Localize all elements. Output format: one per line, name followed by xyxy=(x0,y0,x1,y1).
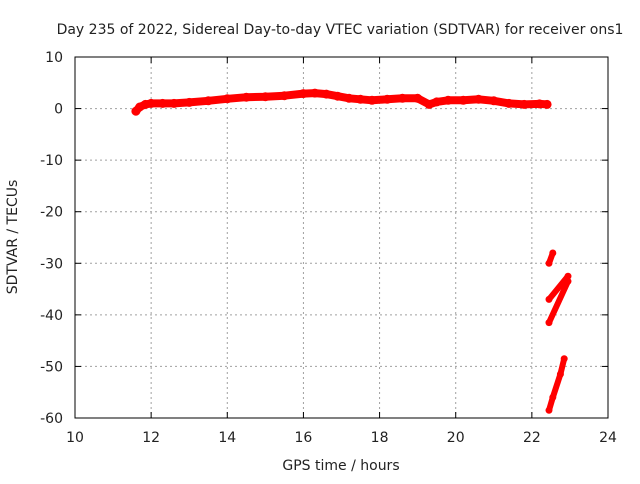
y-axis-label: SDTVAR / TECUs xyxy=(5,180,21,295)
data-point xyxy=(545,406,553,414)
x-tick-label: 10 xyxy=(66,430,84,446)
data-point xyxy=(519,99,529,109)
data-point xyxy=(203,96,213,106)
data-point xyxy=(549,249,557,257)
series-4 xyxy=(545,277,572,327)
data-point xyxy=(382,94,392,104)
data-point xyxy=(458,95,468,105)
y-tick-label: 10 xyxy=(45,50,63,66)
data-point xyxy=(158,98,168,108)
series-5 xyxy=(545,355,568,414)
data-point xyxy=(424,99,434,109)
data-point xyxy=(504,98,514,108)
data-point xyxy=(333,91,343,101)
data-point xyxy=(564,277,572,285)
data-point xyxy=(535,99,544,109)
data-point xyxy=(321,89,331,99)
y-tick-label: -50 xyxy=(40,359,63,375)
plot-frame xyxy=(74,56,609,419)
data-point xyxy=(489,96,499,106)
grid xyxy=(75,57,608,418)
data-point xyxy=(356,94,365,104)
data-point xyxy=(298,89,308,99)
x-tick-label: 14 xyxy=(218,430,236,446)
y-tick-label: -20 xyxy=(40,205,63,221)
chart-title: Day 235 of 2022, Sidereal Day-to-day VTE… xyxy=(57,22,624,38)
y-tick-label: -30 xyxy=(40,256,63,272)
data-point xyxy=(241,92,251,102)
x-tick-label: 22 xyxy=(523,430,541,446)
data-point xyxy=(545,319,553,327)
data-point xyxy=(260,92,270,102)
data-point xyxy=(344,93,354,103)
x-tick-label: 12 xyxy=(142,430,160,446)
y-tick-label: -60 xyxy=(40,411,63,427)
ticks: 10 12 14 16 18 20 22 24 10 0 -10 -20 -30 -40 -50 -60 xyxy=(40,50,617,446)
data-point xyxy=(146,98,156,108)
x-tick-label: 18 xyxy=(371,430,389,446)
data-point xyxy=(432,97,442,107)
x-axis-label: GPS time / hours xyxy=(282,458,399,474)
data-point xyxy=(545,259,553,267)
data-point xyxy=(184,97,194,107)
data-point xyxy=(222,94,232,104)
y-tick-label: -10 xyxy=(40,153,63,169)
data-point xyxy=(542,99,552,109)
data-point xyxy=(560,355,568,363)
data-point xyxy=(310,88,320,98)
series-line xyxy=(546,278,571,326)
series-1 xyxy=(131,88,552,116)
x-tick-label: 24 xyxy=(599,430,617,446)
series-2 xyxy=(545,249,557,267)
data-point xyxy=(474,94,484,104)
x-tick-label: 20 xyxy=(447,430,465,446)
data-point xyxy=(169,98,179,108)
y-tick-label: -40 xyxy=(40,308,63,324)
data-layer xyxy=(131,88,572,414)
data-point xyxy=(564,272,572,280)
data-point xyxy=(367,95,377,105)
y-tick-label: 0 xyxy=(54,102,63,118)
data-point xyxy=(397,93,407,103)
data-point xyxy=(545,295,553,303)
data-point xyxy=(556,370,564,378)
data-point xyxy=(279,91,289,101)
data-point xyxy=(549,393,557,401)
data-point xyxy=(443,95,453,105)
series-line xyxy=(546,355,568,414)
data-point xyxy=(413,93,423,103)
x-tick-label: 16 xyxy=(295,430,313,446)
